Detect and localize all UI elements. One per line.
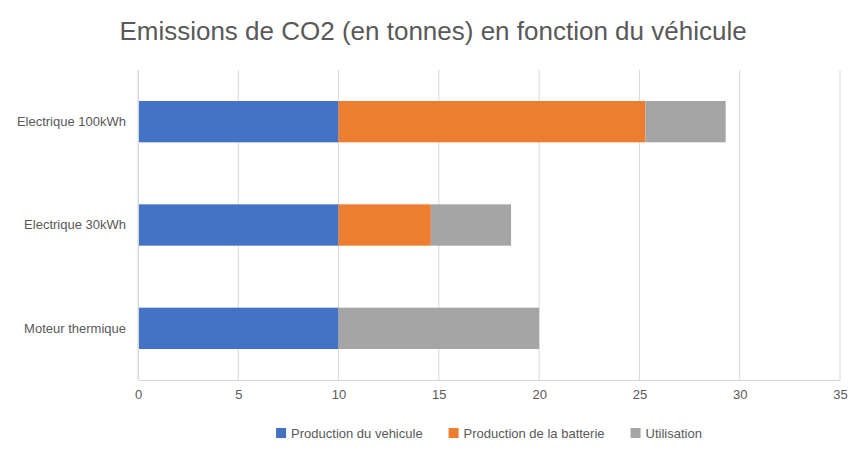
legend-item: Production du vehicule (276, 426, 423, 441)
tick-label: 30 (733, 387, 747, 402)
tick: 30 (733, 380, 747, 402)
axis-line (139, 380, 841, 381)
tick-label: 25 (633, 387, 647, 402)
bars (138, 101, 726, 349)
tick: Moteur thermique (24, 320, 138, 335)
bar (138, 308, 339, 349)
legend-label: Production du vehicule (291, 426, 423, 441)
tick-label: 5 (235, 387, 242, 402)
chart: Emissions de CO2 (en tonnes) en fonction… (0, 0, 866, 452)
grid (138, 70, 840, 380)
grid-line (138, 70, 139, 380)
legend-swatch (449, 428, 459, 438)
background (0, 0, 866, 452)
tick: 25 (633, 380, 647, 402)
tick: 5 (235, 380, 242, 402)
tick: 20 (532, 380, 546, 402)
tick-label: 10 (332, 387, 346, 402)
legend-swatch (631, 428, 641, 438)
tick-label: 15 (432, 387, 446, 402)
bar (339, 308, 540, 349)
bar (339, 204, 431, 245)
grid-line (739, 70, 740, 380)
tick-label: 0 (135, 387, 142, 402)
grid-line (840, 70, 841, 380)
tick: Electrique 100kWh (17, 114, 138, 129)
legend-label: Utilisation (646, 426, 702, 441)
legend: Production du vehicule Production de la b… (276, 426, 702, 441)
tick-label: Electrique 100kWh (17, 114, 126, 129)
title: Emissions de CO2 (en tonnes) en fonction… (119, 16, 746, 46)
tick: Electrique 30kWh (24, 217, 138, 232)
tick: 15 (432, 380, 446, 402)
bar (339, 101, 646, 142)
legend-item: Utilisation (631, 426, 702, 441)
x-axis: 0 5 10 15 20 25 30 35 (135, 380, 848, 402)
tick-label: Electrique 30kWh (24, 217, 126, 232)
tick: 0 (135, 380, 142, 402)
bar (138, 101, 339, 142)
axis-line (138, 71, 139, 381)
tick: 10 (332, 380, 346, 402)
tick-label: 20 (532, 387, 546, 402)
bar (431, 204, 511, 245)
tick-label: 35 (833, 387, 847, 402)
legend-item: Production de la batterie (449, 426, 605, 441)
legend-swatch (276, 428, 286, 438)
bar (645, 101, 725, 142)
tick-label: Moteur thermique (24, 320, 126, 335)
bar (138, 204, 339, 245)
tick: 35 (833, 380, 847, 402)
legend-label: Production de la batterie (464, 426, 605, 441)
y-axis: Electrique 100kWh Electrique 30kWh Moteur … (17, 71, 139, 381)
